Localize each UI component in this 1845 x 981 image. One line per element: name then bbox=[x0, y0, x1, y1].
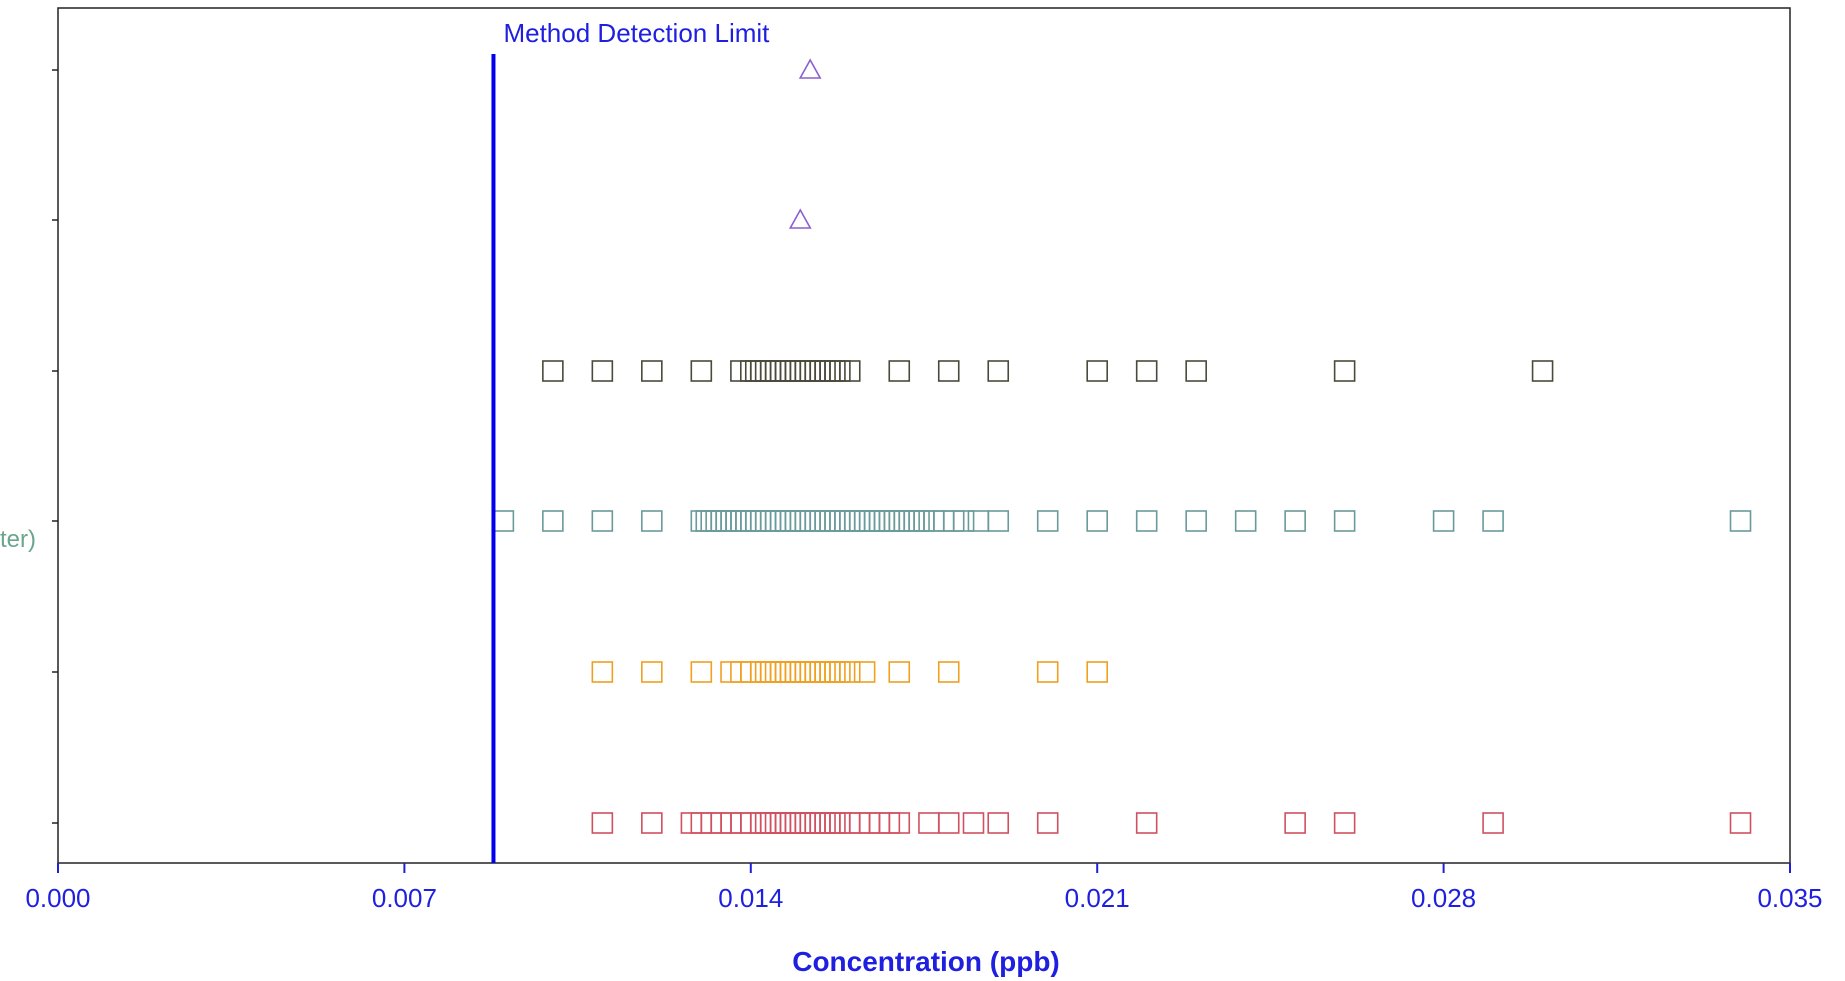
square-marker bbox=[591, 510, 614, 532]
y-axis-ticks bbox=[52, 69, 58, 824]
square-marker bbox=[542, 510, 564, 532]
x-tick-label: 0.007 bbox=[372, 883, 437, 913]
square-marker bbox=[1135, 360, 1158, 382]
square-marker bbox=[888, 661, 911, 683]
square-marker bbox=[987, 360, 1010, 382]
square-marker bbox=[1135, 812, 1158, 834]
square-marker bbox=[1234, 510, 1257, 532]
square-marker bbox=[1036, 812, 1059, 834]
square-marker bbox=[937, 812, 960, 834]
square-marker bbox=[1185, 360, 1207, 382]
square-marker bbox=[1333, 360, 1356, 382]
square-marker bbox=[690, 360, 713, 382]
square-marker bbox=[690, 661, 713, 683]
square-marker bbox=[1185, 510, 1207, 532]
square-marker bbox=[1086, 510, 1108, 532]
square-marker bbox=[1729, 812, 1752, 834]
data-points bbox=[492, 58, 1752, 834]
x-tick-label: 0.021 bbox=[1065, 883, 1130, 913]
square-marker bbox=[641, 812, 663, 834]
square-marker bbox=[1036, 510, 1059, 532]
x-tick-label: 0.028 bbox=[1411, 883, 1476, 913]
square-marker bbox=[1086, 661, 1108, 683]
square-marker bbox=[1135, 510, 1158, 532]
square-marker bbox=[591, 661, 614, 683]
reference-line-group: Method Detection Limit bbox=[491, 18, 770, 863]
square-marker bbox=[1729, 510, 1752, 532]
square-marker bbox=[542, 360, 564, 382]
partial-category-label: ter) bbox=[0, 526, 36, 553]
x-tick-label: 0.035 bbox=[1757, 883, 1822, 913]
square-marker bbox=[987, 510, 1010, 532]
square-marker bbox=[838, 360, 861, 382]
square-marker bbox=[641, 510, 663, 532]
square-marker bbox=[1482, 510, 1504, 532]
square-marker bbox=[1333, 510, 1356, 532]
triangle-marker bbox=[798, 58, 822, 79]
square-marker bbox=[888, 812, 911, 834]
square-marker bbox=[641, 360, 663, 382]
square-marker bbox=[838, 661, 861, 683]
square-marker bbox=[1036, 661, 1059, 683]
square-marker bbox=[962, 812, 985, 834]
square-marker bbox=[641, 661, 663, 683]
square-marker bbox=[1531, 360, 1554, 382]
square-marker bbox=[853, 661, 876, 683]
x-tick-label: 0.014 bbox=[718, 883, 783, 913]
triangle-marker bbox=[788, 208, 812, 229]
x-axis: 0.000 0.007 0.014 0.021 0.028 0.035 bbox=[25, 863, 1823, 913]
square-marker bbox=[1333, 812, 1356, 834]
method-detection-limit-label: Method Detection Limit bbox=[503, 18, 770, 48]
square-marker bbox=[952, 510, 975, 532]
square-marker bbox=[1432, 510, 1455, 532]
x-axis-title: Concentration (ppb) bbox=[792, 946, 1060, 977]
square-marker bbox=[987, 812, 1010, 834]
plot-frame bbox=[57, 7, 1791, 864]
square-marker bbox=[1284, 812, 1306, 834]
square-marker bbox=[888, 360, 911, 382]
square-marker bbox=[937, 360, 960, 382]
square-marker bbox=[1086, 360, 1108, 382]
square-marker bbox=[937, 661, 960, 683]
square-marker bbox=[1482, 812, 1504, 834]
square-marker bbox=[591, 360, 614, 382]
square-marker bbox=[591, 812, 614, 834]
x-tick-label: 0.000 bbox=[25, 883, 90, 913]
square-marker bbox=[1284, 510, 1306, 532]
